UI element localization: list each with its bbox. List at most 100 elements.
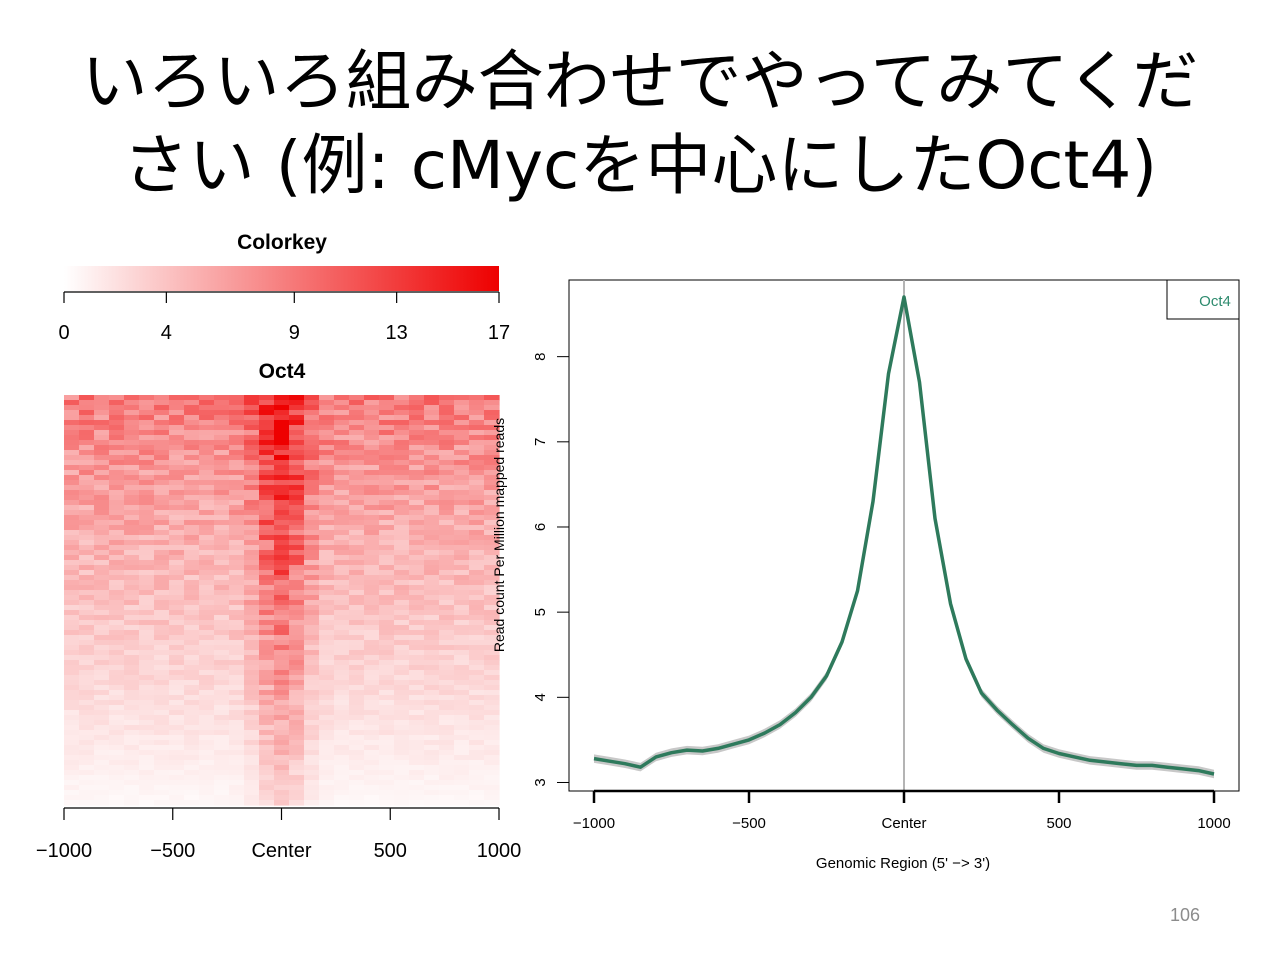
heatmap-cell	[319, 670, 335, 676]
heatmap-cell	[274, 800, 290, 806]
heatmap-cell	[409, 590, 425, 596]
heatmap-cell	[94, 625, 110, 631]
heatmap-cell	[304, 745, 320, 751]
heatmap-cell	[109, 430, 125, 436]
heatmap-cell	[109, 715, 125, 721]
heatmap-cell	[94, 595, 110, 601]
heatmap-cell	[154, 450, 170, 456]
heatmap-cell	[259, 795, 275, 801]
heatmap-cell	[439, 625, 455, 631]
heatmap-cell	[274, 610, 290, 616]
heatmap-cell	[409, 490, 425, 496]
heatmap-cell	[319, 695, 335, 701]
heatmap-cell	[409, 750, 425, 756]
heatmap-cell	[169, 415, 185, 421]
heatmap-cell	[169, 465, 185, 471]
heatmap-cell	[214, 395, 230, 401]
heatmap-cell	[439, 735, 455, 741]
heatmap-cell	[79, 660, 95, 666]
heatmap-cell	[484, 475, 500, 481]
heatmap-cell	[94, 790, 110, 796]
heatmap-cell	[379, 625, 395, 631]
heatmap-cell	[304, 800, 320, 806]
heatmap-cell	[394, 570, 410, 576]
heatmap-cell	[259, 755, 275, 761]
heatmap-cell	[304, 540, 320, 546]
heatmap-cell	[214, 685, 230, 691]
heatmap-cell	[259, 780, 275, 786]
heatmap-cell	[289, 620, 305, 626]
heatmap-cell	[64, 445, 80, 451]
heatmap-cell	[439, 550, 455, 556]
heatmap-cell	[334, 655, 350, 661]
heatmap-cell	[304, 750, 320, 756]
heatmap-cell	[304, 500, 320, 506]
heatmap-cell	[379, 795, 395, 801]
heatmap-cell	[259, 775, 275, 781]
heatmap-cell	[424, 780, 440, 786]
heatmap-cell	[469, 650, 485, 656]
heatmap-cell	[109, 560, 125, 566]
heatmap-cell	[304, 775, 320, 781]
heatmap-cell	[469, 455, 485, 461]
heatmap-cell	[229, 720, 245, 726]
heatmap-cell	[409, 460, 425, 466]
heatmap-cell	[199, 760, 215, 766]
heatmap-cell	[139, 665, 155, 671]
heatmap-cell	[394, 705, 410, 711]
heatmap-cell	[244, 665, 260, 671]
heatmap-cell	[184, 615, 200, 621]
heatmap-cell	[409, 680, 425, 686]
heatmap-cell	[229, 480, 245, 486]
heatmap-cell	[304, 605, 320, 611]
heatmap-cell	[124, 465, 140, 471]
heatmap-cell	[124, 555, 140, 561]
heatmap-cell	[154, 510, 170, 516]
heatmap-cell	[349, 460, 365, 466]
heatmap-cell	[64, 455, 80, 461]
heatmap-cell	[349, 700, 365, 706]
heatmap-cell	[394, 680, 410, 686]
heatmap-cell	[364, 650, 380, 656]
heatmap-cell	[319, 735, 335, 741]
heatmap-cell	[79, 410, 95, 416]
heatmap-cell	[94, 465, 110, 471]
heatmap-cell	[109, 735, 125, 741]
heatmap-cell	[304, 490, 320, 496]
heatmap-cell	[184, 550, 200, 556]
heatmap-cell	[484, 730, 500, 736]
heatmap-cell	[379, 410, 395, 416]
heatmap-cell	[439, 780, 455, 786]
heatmap-cell	[214, 605, 230, 611]
heatmap-cell	[364, 700, 380, 706]
heatmap-cell	[259, 790, 275, 796]
heatmap-cell	[289, 530, 305, 536]
heatmap-cell	[244, 730, 260, 736]
heatmap-cell	[394, 545, 410, 551]
heatmap-cell	[469, 425, 485, 431]
heatmap-cell	[184, 670, 200, 676]
heatmap-cell	[484, 600, 500, 606]
heatmap-cell	[64, 585, 80, 591]
heatmap-cell	[79, 750, 95, 756]
heatmap-cell	[169, 430, 185, 436]
heatmap-cell	[424, 430, 440, 436]
heatmap-cell	[274, 655, 290, 661]
heatmap-cell	[94, 475, 110, 481]
heatmap-cell	[349, 655, 365, 661]
heatmap-cell	[214, 590, 230, 596]
heatmap-cell	[334, 465, 350, 471]
heatmap-cell	[199, 715, 215, 721]
heatmap-cell	[109, 395, 125, 401]
heatmap-cell	[469, 690, 485, 696]
heatmap-cell	[169, 615, 185, 621]
heatmap-cell	[64, 435, 80, 441]
heatmap-cell	[274, 645, 290, 651]
heatmap-cell	[139, 645, 155, 651]
heatmap-cell	[229, 775, 245, 781]
heatmap-cell	[259, 550, 275, 556]
heatmap-cell	[244, 530, 260, 536]
heatmap-cell	[244, 555, 260, 561]
heatmap-cell	[379, 785, 395, 791]
heatmap-cell	[184, 455, 200, 461]
